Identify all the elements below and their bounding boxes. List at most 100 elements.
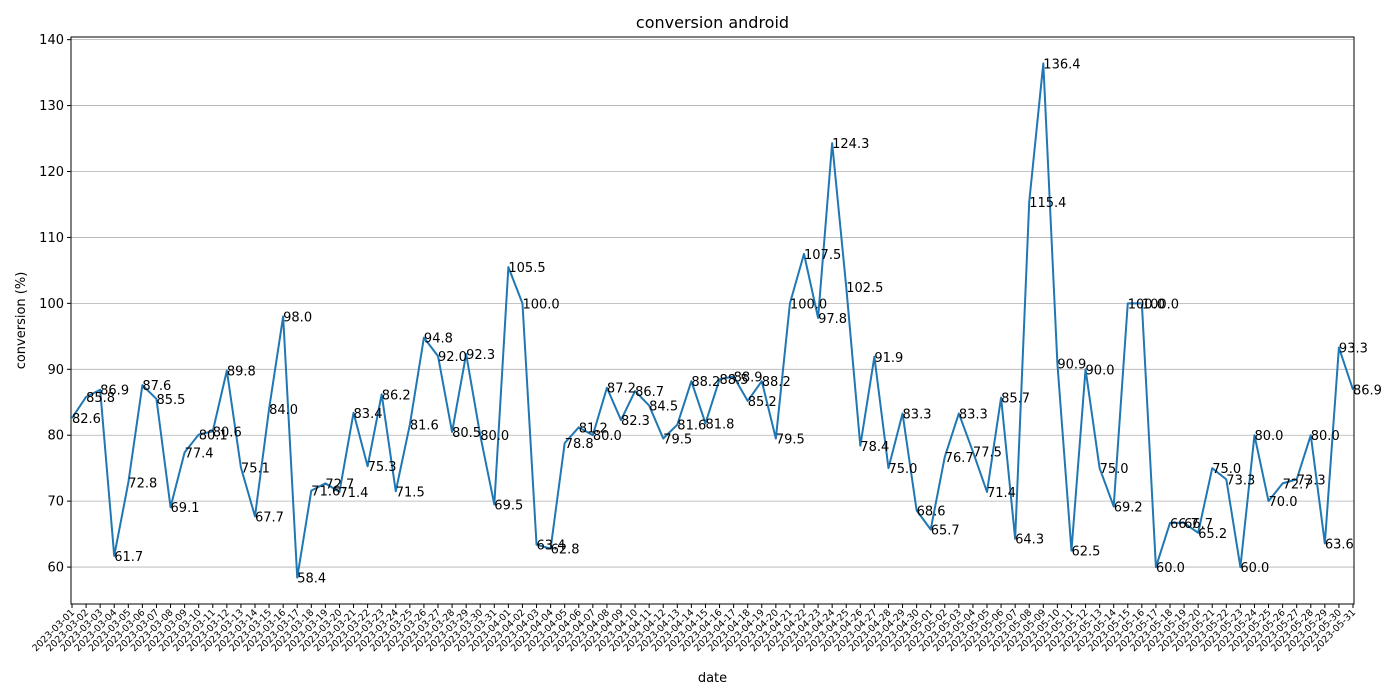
data-label: 71.4 xyxy=(987,486,1016,501)
data-label: 79.5 xyxy=(663,433,692,448)
data-label: 81.6 xyxy=(677,419,706,434)
data-label: 67.7 xyxy=(255,510,284,525)
data-label: 87.6 xyxy=(142,379,171,394)
data-label: 88.2 xyxy=(691,375,720,390)
data-label: 97.8 xyxy=(818,312,847,327)
series-line xyxy=(71,62,1354,579)
y-tick-label: 60 xyxy=(47,561,64,576)
y-tick-label: 90 xyxy=(47,363,64,378)
data-label: 86.9 xyxy=(100,384,129,399)
data-label: 71.5 xyxy=(396,485,425,500)
data-label: 85.2 xyxy=(748,395,777,410)
data-label: 69.5 xyxy=(494,498,523,513)
data-label: 80.6 xyxy=(213,425,242,440)
data-label: 81.2 xyxy=(579,421,608,436)
data-label: 100.0 xyxy=(790,297,827,312)
data-label: 107.5 xyxy=(804,248,841,263)
data-label: 86.2 xyxy=(382,388,411,403)
data-label: 92.0 xyxy=(438,350,467,365)
x-axis-label: date xyxy=(698,671,727,686)
data-label: 100.0 xyxy=(522,297,559,312)
plot-frame xyxy=(70,36,1355,605)
x-axis-ticks: 2023-03-012023-03-022023-03-032023-03-04… xyxy=(30,604,1358,654)
y-tick-label: 140 xyxy=(39,33,64,48)
data-label: 75.3 xyxy=(368,460,397,475)
y-tick-label: 70 xyxy=(47,495,64,510)
data-label: 65.7 xyxy=(931,523,960,538)
data-label: 60.0 xyxy=(1156,561,1185,576)
data-label: 85.8 xyxy=(86,391,115,406)
y-tick-label: 100 xyxy=(39,297,64,312)
data-label: 93.3 xyxy=(1339,342,1368,357)
data-label: 78.8 xyxy=(565,437,594,452)
data-label: 98.0 xyxy=(283,311,312,326)
data-label: 70.0 xyxy=(1269,495,1298,510)
data-label: 69.1 xyxy=(171,501,200,516)
data-label: 90.0 xyxy=(1086,363,1115,378)
data-label: 76.7 xyxy=(945,451,974,466)
data-label: 92.3 xyxy=(466,348,495,363)
data-label: 85.7 xyxy=(1001,392,1030,407)
data-label: 82.6 xyxy=(72,412,101,427)
y-axis-label: conversion (%) xyxy=(14,272,29,370)
y-tick-label: 130 xyxy=(39,99,64,114)
data-label: 105.5 xyxy=(508,261,545,276)
data-label: 85.5 xyxy=(156,393,185,408)
data-label: 64.3 xyxy=(1015,533,1044,548)
data-label: 75.0 xyxy=(1100,462,1129,477)
data-label: 94.8 xyxy=(424,332,453,347)
data-label: 75.0 xyxy=(1212,462,1241,477)
data-label: 63.4 xyxy=(537,539,566,554)
data-label: 62.8 xyxy=(551,543,580,558)
data-label: 80.0 xyxy=(1254,429,1283,444)
data-label: 86.9 xyxy=(1353,384,1382,399)
data-label: 75.1 xyxy=(241,462,270,477)
data-label: 77.4 xyxy=(185,446,214,461)
data-label: 84.5 xyxy=(649,400,678,415)
data-label: 81.8 xyxy=(705,417,734,432)
data-label: 68.6 xyxy=(917,504,946,519)
data-label: 88.9 xyxy=(734,371,763,386)
data-label: 81.6 xyxy=(410,419,439,434)
data-label: 79.5 xyxy=(776,433,805,448)
data-label: 73.3 xyxy=(1226,473,1255,488)
data-label: 80.1 xyxy=(199,429,228,444)
data-label: 90.9 xyxy=(1057,357,1086,372)
data-label: 80.5 xyxy=(452,426,481,441)
y-axis-ticks: 60 70 80 90 100 110 120 130 140 xyxy=(39,33,71,576)
y-tick-label: 120 xyxy=(39,165,64,180)
data-label: 77.5 xyxy=(973,446,1002,461)
data-label: 80.0 xyxy=(480,429,509,444)
data-label: 65.2 xyxy=(1198,527,1227,542)
data-label: 73.3 xyxy=(1297,473,1326,488)
data-label: 72.7 xyxy=(325,477,354,492)
data-label: 87.2 xyxy=(607,382,636,397)
data-label: 66.7 xyxy=(1184,517,1213,532)
data-label: 100.0 xyxy=(1128,297,1165,312)
data-label: 61.7 xyxy=(114,550,143,565)
data-label: 80.0 xyxy=(593,429,622,444)
y-tick-label: 80 xyxy=(47,429,64,444)
data-label: 83.3 xyxy=(903,407,932,422)
y-tick-label: 110 xyxy=(39,231,64,246)
data-label: 84.0 xyxy=(269,403,298,418)
data-label: 91.9 xyxy=(874,351,903,366)
data-label: 66.7 xyxy=(1170,517,1199,532)
data-label: 75.0 xyxy=(888,462,917,477)
data-label: 60.0 xyxy=(1240,561,1269,576)
data-label: 72.8 xyxy=(128,477,157,492)
data-label: 78.4 xyxy=(860,440,889,455)
data-label: 88.2 xyxy=(762,375,791,390)
data-label: 62.5 xyxy=(1071,545,1100,560)
data-label: 69.2 xyxy=(1114,500,1143,515)
chart-title: conversion android xyxy=(636,13,789,32)
data-label: 71.4 xyxy=(339,486,368,501)
data-label: 88.5 xyxy=(720,373,749,388)
data-labels: 82.685.886.961.772.887.685.569.177.480.1… xyxy=(72,57,1382,586)
data-label: 83.4 xyxy=(354,407,383,422)
data-label: 100.0 xyxy=(1142,297,1179,312)
data-label: 58.4 xyxy=(297,572,326,587)
data-label: 80.0 xyxy=(1311,429,1340,444)
data-label: 124.3 xyxy=(832,137,869,152)
